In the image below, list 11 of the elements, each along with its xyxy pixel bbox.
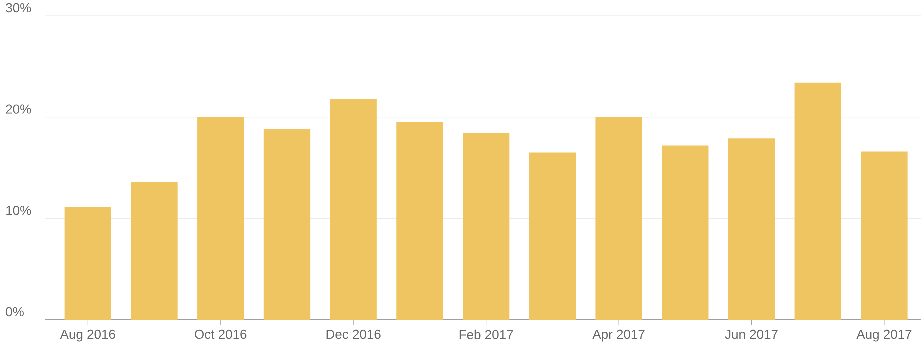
x-tick-label: Aug 2017 — [856, 330, 912, 342]
y-tick-label: 30% — [6, 3, 32, 13]
y-tick-label: 20% — [6, 104, 32, 114]
x-tick-label: Oct 2016 — [195, 330, 247, 340]
x-tick-label: Dec 2016 — [326, 330, 381, 340]
x-tick-label: Aug 2016 — [60, 330, 116, 342]
y-tick-label: 0% — [6, 307, 24, 317]
x-tick-label: Jun 2017 — [725, 330, 778, 340]
y-tick-label: 10% — [6, 206, 32, 216]
x-tick-label: Apr 2017 — [592, 330, 645, 342]
x-tick-label: Feb 2017 — [460, 330, 514, 340]
